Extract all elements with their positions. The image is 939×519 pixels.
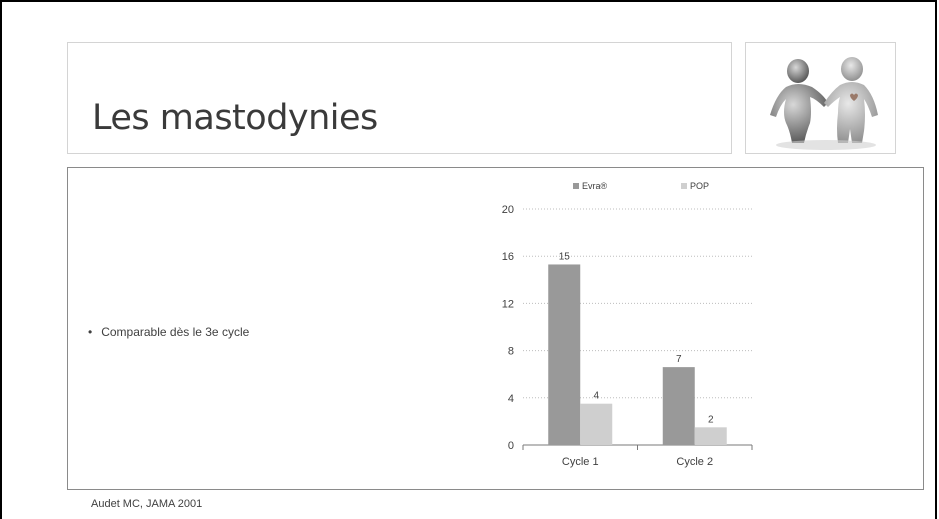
logo-box bbox=[745, 42, 896, 154]
page-title: Les mastodynies bbox=[92, 98, 378, 138]
bullet-text: Comparable dès le 3e cycle bbox=[101, 325, 250, 339]
bullet-dot: • bbox=[88, 325, 93, 339]
citation: Audet MC, JAMA 2001 bbox=[91, 498, 203, 510]
title-box: Les mastodynies bbox=[67, 42, 732, 154]
bullet-item: • Comparable dès le 3e cycle bbox=[88, 325, 249, 339]
content-box bbox=[67, 167, 924, 490]
couple-holding-hands-icon bbox=[770, 57, 878, 150]
